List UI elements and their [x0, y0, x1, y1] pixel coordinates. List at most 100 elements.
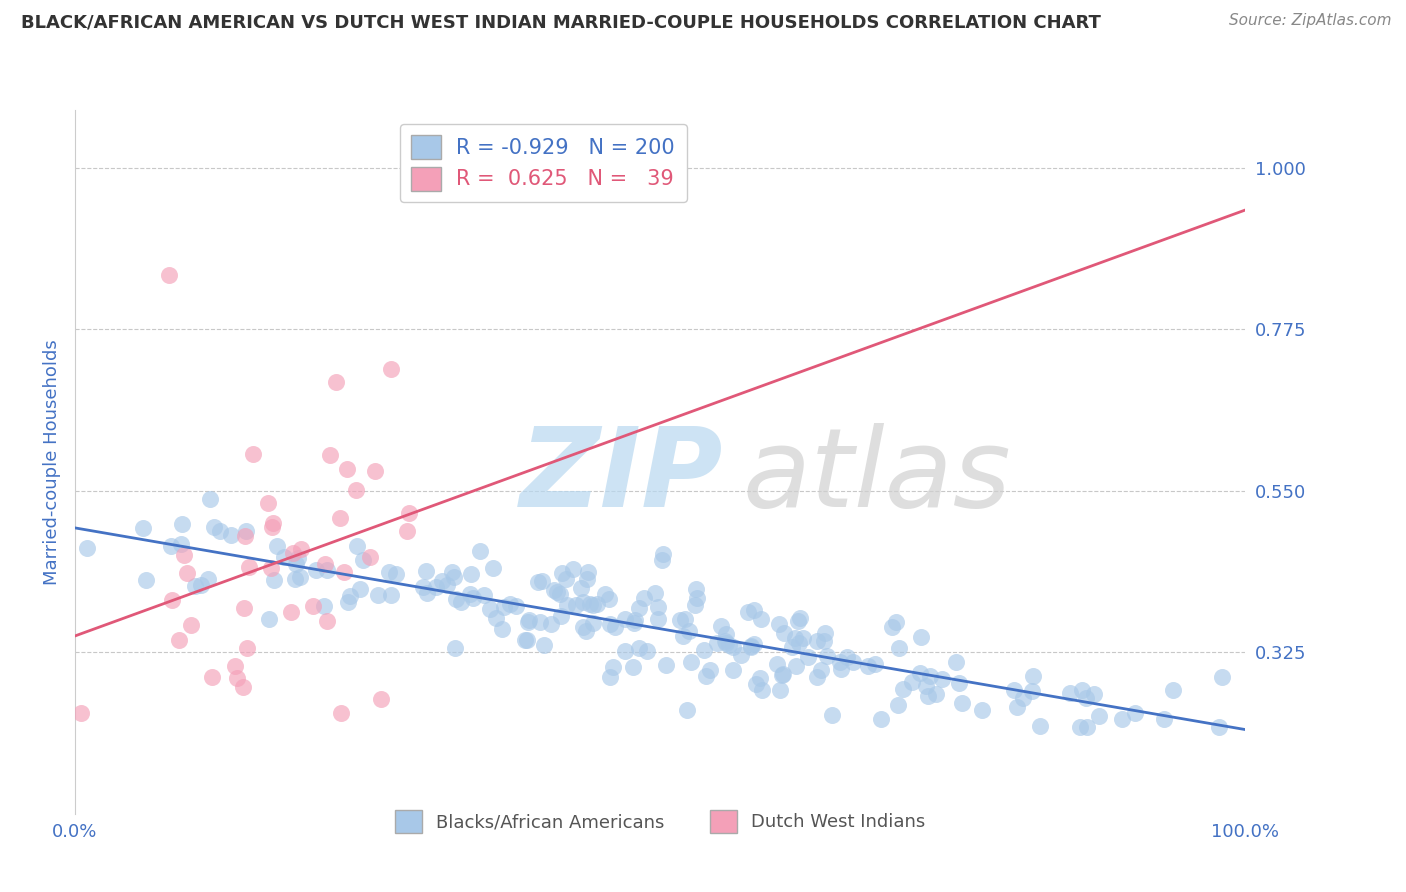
Point — [586, 597, 609, 611]
Point — [785, 658, 807, 673]
Point — [378, 566, 401, 580]
Point — [863, 657, 886, 671]
Point — [742, 603, 765, 617]
Point — [1069, 721, 1091, 735]
Text: Source: ZipAtlas.com: Source: ZipAtlas.com — [1229, 13, 1392, 29]
Point — [325, 375, 347, 389]
Point — [443, 569, 465, 583]
Point — [910, 631, 932, 645]
Point — [416, 586, 439, 600]
Text: atlas: atlas — [742, 423, 1011, 530]
Point — [710, 619, 733, 633]
Point — [344, 483, 367, 497]
Point — [773, 626, 796, 640]
Point — [301, 599, 323, 613]
Point — [945, 655, 967, 669]
Point — [318, 448, 340, 462]
Point — [1211, 669, 1233, 683]
Point — [815, 649, 838, 664]
Point — [1161, 683, 1184, 698]
Point — [436, 578, 458, 592]
Point — [263, 573, 285, 587]
Point — [284, 557, 307, 571]
Point — [676, 703, 699, 717]
Point — [519, 613, 541, 627]
Point — [527, 575, 550, 590]
Point — [339, 589, 361, 603]
Point — [202, 520, 225, 534]
Point — [481, 561, 503, 575]
Point — [602, 660, 624, 674]
Point — [430, 574, 453, 589]
Point — [599, 616, 621, 631]
Point — [260, 519, 283, 533]
Point — [415, 564, 437, 578]
Point — [159, 539, 181, 553]
Point — [395, 524, 418, 538]
Point — [238, 560, 260, 574]
Point — [884, 615, 907, 629]
Point — [780, 640, 803, 654]
Point — [887, 641, 910, 656]
Point — [786, 614, 808, 628]
Point — [546, 584, 568, 599]
Point — [914, 679, 936, 693]
Point — [582, 599, 605, 613]
Legend: Blacks/African Americans, Dutch West Indians: Blacks/African Americans, Dutch West Ind… — [388, 804, 932, 839]
Point — [444, 641, 467, 656]
Point — [797, 649, 820, 664]
Point — [551, 566, 574, 580]
Point — [184, 579, 207, 593]
Point — [314, 599, 336, 614]
Point — [173, 548, 195, 562]
Point — [830, 662, 852, 676]
Point — [887, 698, 910, 713]
Point — [564, 599, 586, 613]
Point — [783, 631, 806, 645]
Point — [363, 464, 385, 478]
Point — [208, 524, 231, 538]
Point — [765, 657, 787, 671]
Point — [259, 612, 281, 626]
Point — [730, 648, 752, 663]
Point — [236, 640, 259, 655]
Point — [856, 659, 879, 673]
Point — [810, 663, 832, 677]
Point — [329, 706, 352, 720]
Point — [336, 462, 359, 476]
Point — [197, 573, 219, 587]
Point — [352, 553, 374, 567]
Point — [572, 620, 595, 634]
Point — [314, 558, 336, 572]
Point — [772, 666, 794, 681]
Point — [950, 696, 973, 710]
Point — [367, 588, 389, 602]
Point — [806, 634, 828, 648]
Point — [380, 361, 402, 376]
Point — [787, 636, 810, 650]
Y-axis label: Married-couple Households: Married-couple Households — [44, 339, 60, 585]
Point — [1153, 712, 1175, 726]
Point — [336, 595, 359, 609]
Point — [1076, 721, 1098, 735]
Point — [576, 572, 599, 586]
Point — [614, 644, 637, 658]
Point — [716, 636, 738, 650]
Point — [578, 597, 600, 611]
Point — [221, 527, 243, 541]
Point — [450, 595, 472, 609]
Point — [461, 591, 484, 605]
Point — [692, 643, 714, 657]
Point — [332, 565, 354, 579]
Point — [288, 570, 311, 584]
Point — [284, 572, 307, 586]
Point — [1123, 706, 1146, 720]
Point — [813, 634, 835, 648]
Point — [683, 599, 706, 613]
Point — [305, 563, 328, 577]
Point — [233, 601, 256, 615]
Point — [669, 614, 692, 628]
Point — [1208, 721, 1230, 735]
Point — [714, 627, 737, 641]
Point — [266, 539, 288, 553]
